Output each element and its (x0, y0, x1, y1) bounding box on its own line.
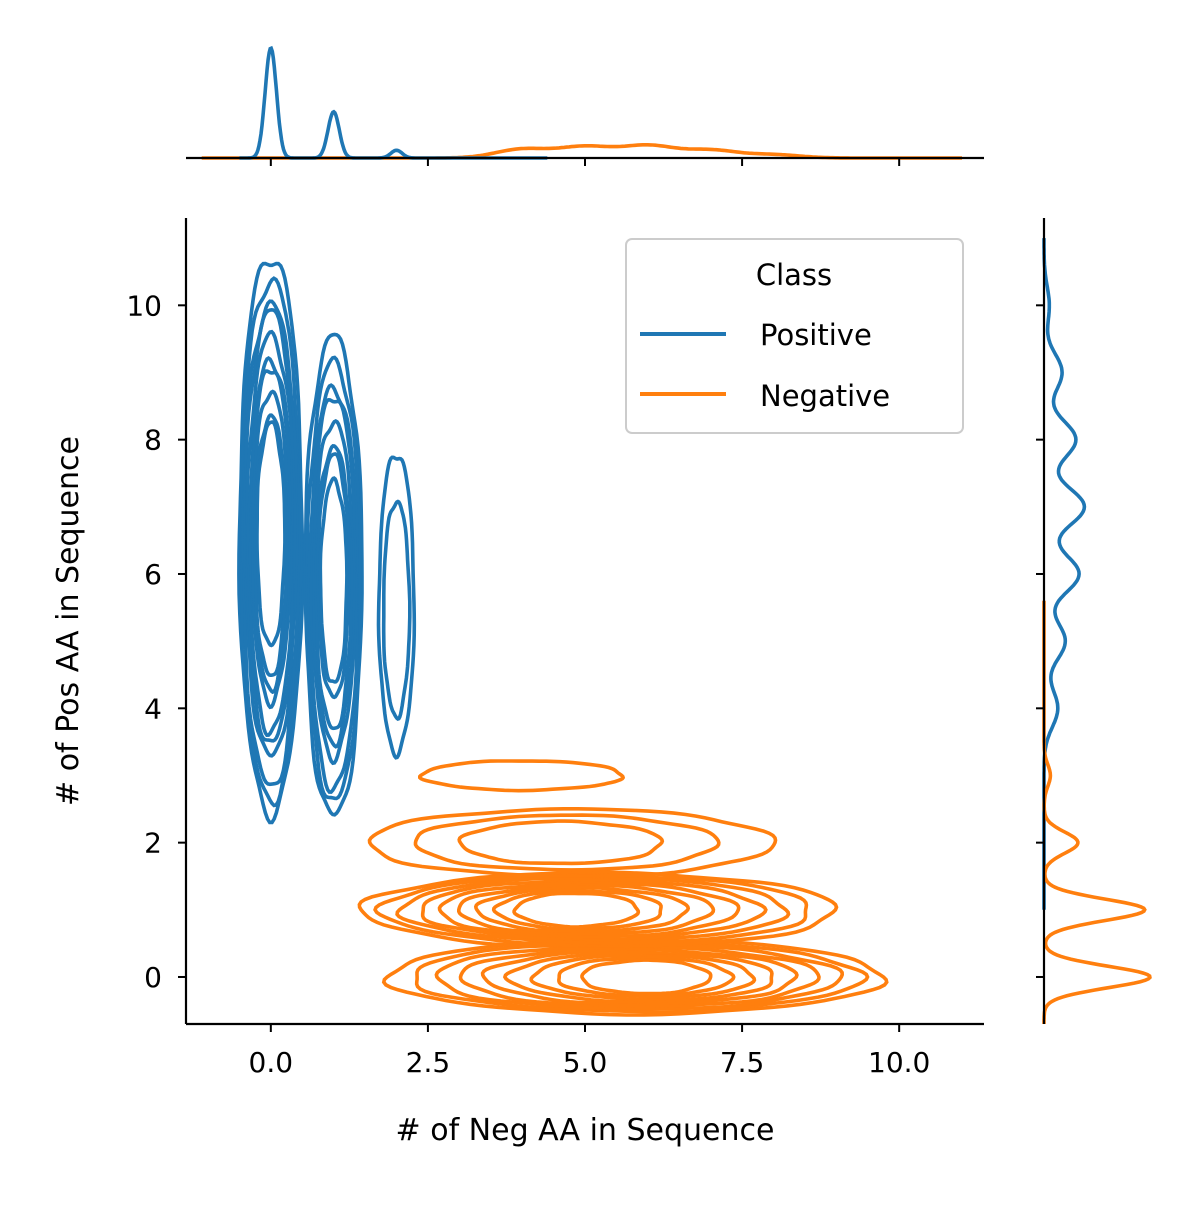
contour-negative-0-5 (502, 950, 774, 1004)
contour-negative-0-8 (580, 958, 713, 996)
right-marginal-kde (1042, 238, 1152, 1024)
contour-negative-0-2 (434, 942, 845, 1011)
contour-positive-0-0 (237, 261, 305, 825)
x-tick-label: 7.5 (720, 1046, 765, 1079)
contour-negative-2-1 (413, 813, 721, 872)
contour-positive-1-5 (314, 444, 354, 731)
contour-positive-1-3 (309, 397, 358, 766)
contour-positive-0-9 (255, 420, 287, 648)
top-marginal-kde (201, 45, 962, 160)
joint-kde-contours (237, 261, 889, 1017)
contour-negative-1-8 (512, 891, 641, 929)
contour-positive-2-0 (376, 455, 417, 760)
x-tick-label: 2.5 (406, 1046, 451, 1079)
y-tick-label: 6 (144, 558, 162, 591)
contour-negative-0-3 (458, 945, 821, 1009)
contour-negative-0-7 (557, 955, 736, 999)
ticks: 0.0 2.5 5.0 7.5 10.0 0 2 4 6 8 10 (126, 158, 1044, 1079)
right-marginal-positive (1042, 238, 1087, 910)
contour-negative-0-4 (480, 947, 799, 1006)
contour-negative-1-3 (420, 878, 768, 942)
contour-positive-0-8 (253, 413, 289, 677)
legend-label-positive: Positive (760, 318, 872, 352)
right-marginal-negative (1042, 600, 1152, 1024)
contour-positive-1-7 (318, 476, 349, 684)
contour-positive-1-0 (303, 332, 364, 817)
contour-negative-2-0 (367, 807, 778, 878)
contour-negative-2-2 (457, 819, 665, 866)
legend-box (625, 238, 964, 434)
contour-negative-1-2 (395, 876, 791, 945)
contour-positive-1-2 (307, 383, 359, 794)
y-tick-label: 2 (144, 827, 162, 860)
contour-positive-0-6 (248, 369, 293, 710)
y-tick-label: 10 (126, 289, 162, 322)
contour-positive-1-6 (316, 452, 351, 700)
x-axis-label: # of Neg AA in Sequence (396, 1113, 775, 1148)
x-tick-label: 5.0 (563, 1046, 608, 1079)
contour-negative-1-6 (473, 885, 691, 933)
contour-positive-2-1 (381, 499, 412, 722)
contour-negative-0-6 (529, 953, 757, 1002)
top-marginal-positive (239, 45, 548, 160)
contour-negative-1-1 (373, 873, 809, 947)
legend: Class Positive Negative (625, 238, 964, 434)
contour-negative-1-4 (437, 881, 741, 939)
y-tick-label: 8 (144, 424, 162, 457)
y-tick-label: 0 (144, 961, 162, 994)
contour-negative-0-0 (381, 939, 889, 1017)
legend-label-negative: Negative (760, 379, 890, 413)
x-tick-label: 0.0 (249, 1046, 294, 1079)
x-tick-label: 10.0 (868, 1046, 930, 1079)
y-tick-label: 4 (144, 692, 162, 725)
legend-title: Class (756, 258, 832, 292)
contour-negative-1-5 (457, 883, 716, 936)
y-axis-label: # of Pos AA in Sequence (51, 436, 86, 806)
contour-negative-0-1 (414, 940, 870, 1014)
contour-positive-0-2 (241, 299, 301, 787)
contour-negative-3-0 (418, 759, 626, 793)
contour-negative-1-0 (357, 870, 839, 948)
contour-negative-1-7 (491, 888, 663, 931)
